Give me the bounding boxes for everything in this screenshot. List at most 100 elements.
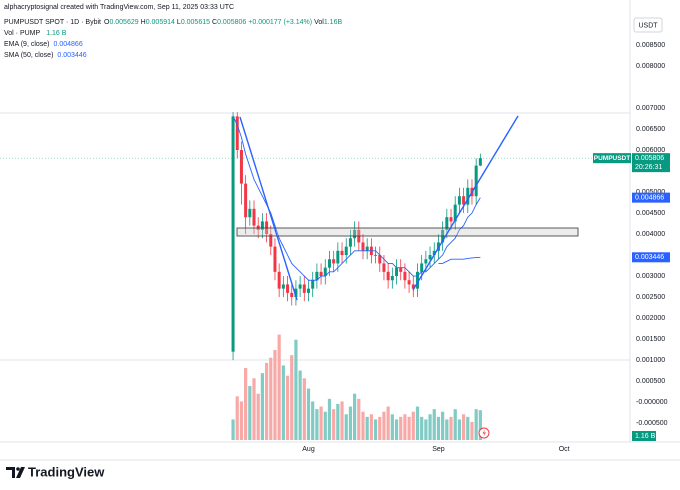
volume-bar (457, 419, 462, 440)
volume-bar (428, 414, 432, 440)
ema-line (232, 116, 481, 281)
sma-value: 0.003446 (57, 52, 86, 59)
candle-body (332, 259, 336, 264)
sma-tag (632, 252, 670, 263)
attribution: alphacryptosignal created with TradingVi… (4, 4, 234, 11)
candle-body (252, 208, 256, 226)
volume-bar (244, 368, 248, 440)
c-label: C (212, 19, 217, 26)
candle-body (294, 288, 298, 298)
candle-body (361, 242, 365, 251)
volume-bar (315, 409, 319, 440)
ema-name: EMA (9, close) (4, 41, 50, 48)
candle-body (395, 267, 399, 277)
candle-body (348, 238, 352, 247)
volume-bar (399, 416, 403, 440)
candle-body (462, 196, 466, 205)
price-tag-value: 0.005806 (635, 155, 664, 162)
y-tick-label: 0.006000 (636, 147, 665, 154)
volume-bar (369, 414, 373, 440)
candle-body (457, 196, 461, 205)
volume-name: Vol · PUMP (4, 30, 41, 37)
y-tick-label: 0.008000 (636, 63, 665, 70)
volume-bar (239, 401, 244, 440)
volume-bar (353, 393, 357, 440)
candle-body (474, 165, 478, 197)
volume-bar (336, 404, 340, 440)
logo: TradingView (6, 464, 105, 479)
candle-body (239, 149, 243, 184)
volume-tag-text: 1.16 B (635, 433, 656, 440)
symbol-tag-text: PUMPUSDT (594, 155, 631, 162)
x-tick-label: Sep (432, 446, 445, 453)
candle-body (273, 246, 277, 272)
candle-body (466, 187, 470, 205)
volume-bar (323, 411, 327, 440)
candle-body (407, 280, 411, 285)
y-tick-label: 0.008500 (636, 42, 665, 49)
x-tick-label: Oct (559, 446, 570, 453)
candle-body (319, 271, 323, 277)
ema-tag-text: 0.004866 (635, 194, 664, 201)
ema-legend: EMA (9, close) 0.004866 (4, 41, 83, 48)
volume-bar (252, 378, 256, 440)
candle-body (378, 255, 382, 264)
x-tick-label: Aug (302, 446, 315, 453)
logo-mark (6, 467, 15, 478)
volume-bar (453, 409, 457, 440)
candle-body (453, 204, 457, 222)
volume-bar (415, 406, 420, 440)
volume-bar (390, 414, 394, 440)
y-tick-label: -0.000500 (636, 420, 668, 427)
candle-body (365, 246, 369, 251)
volume-value: 1.16 B (46, 30, 67, 37)
logo-mark (16, 467, 25, 478)
volume-bar (466, 416, 470, 440)
symbol-tag (593, 153, 631, 164)
y-tick-label: 0.003000 (636, 273, 665, 280)
candle-body (340, 250, 344, 256)
candle-body (344, 246, 348, 256)
volume-bar (264, 362, 269, 440)
candle-body (244, 183, 248, 218)
candle-body (403, 271, 407, 281)
candle-body (432, 250, 436, 256)
ema-tag (632, 192, 670, 203)
volume-bar (382, 411, 386, 440)
candle-body (399, 267, 403, 272)
volume-bar (432, 409, 436, 440)
volume-tag (632, 431, 656, 441)
volume-bar (461, 414, 466, 440)
volume-bar (373, 419, 378, 440)
candle-body (327, 259, 331, 268)
y-tick-label: 0.002000 (636, 315, 665, 322)
candle-body (449, 217, 453, 222)
volume-bar (269, 357, 273, 440)
currency-box[interactable] (633, 17, 663, 33)
candle-body (286, 284, 290, 293)
l-label: L (177, 19, 181, 26)
candle-body (302, 284, 306, 293)
candle-body (374, 255, 378, 256)
candle-body (277, 271, 281, 289)
volume-bar (273, 350, 277, 440)
y-tick-label: 0.005000 (636, 189, 665, 196)
volume-bar (277, 334, 281, 440)
candle-body (382, 263, 386, 272)
currency[interactable]: USDT (638, 22, 658, 29)
y-tick-label: 0.002500 (636, 294, 665, 301)
y-tick-label: 0.004500 (636, 210, 665, 217)
volume-bar (357, 398, 361, 440)
candle-body (336, 250, 340, 264)
event-bolt (482, 429, 486, 437)
candle-body (315, 271, 319, 281)
zone-box (236, 227, 579, 237)
candle-body (231, 116, 235, 352)
volume-bar (302, 378, 306, 440)
sma-line (438, 256, 481, 264)
volume-bar (332, 409, 336, 440)
volume-bar (449, 416, 453, 440)
sma-tag-text: 0.003446 (635, 254, 664, 261)
